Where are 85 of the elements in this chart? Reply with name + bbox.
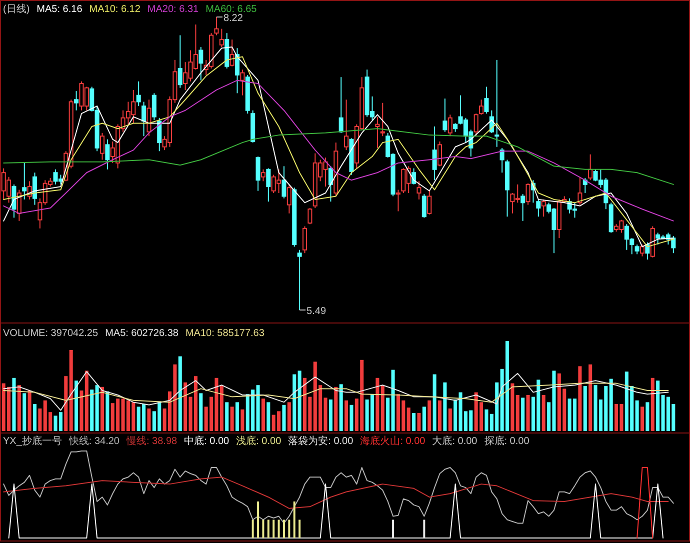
bar (417, 413, 421, 431)
bar (32, 404, 37, 431)
bar (22, 393, 26, 431)
bar (583, 386, 587, 431)
bar (324, 398, 328, 431)
bar (328, 400, 332, 431)
text: 浅底: 0.00 (236, 435, 282, 447)
bar (650, 378, 654, 431)
text: MA60: 6.65 (206, 4, 258, 15)
bar (84, 370, 88, 431)
bar (235, 402, 240, 431)
bar (240, 409, 244, 431)
chart-title: YX_抄底一号 (3, 435, 62, 447)
bar (184, 382, 188, 431)
bar (292, 374, 296, 431)
bar (412, 413, 416, 431)
bar (266, 402, 270, 431)
bar (640, 406, 644, 431)
text: 大底: 0.00 (432, 435, 478, 447)
text: 探底: 0.00 (484, 435, 530, 447)
bar (521, 398, 525, 431)
bar (74, 380, 78, 431)
annotation: 5.49 (306, 306, 326, 317)
bar (350, 404, 354, 431)
bar (609, 378, 613, 431)
bar (38, 408, 42, 431)
bar (90, 390, 94, 431)
text: MA5: 602726.38 (105, 328, 179, 339)
bar (199, 393, 203, 431)
bar (448, 408, 452, 431)
bar (178, 356, 182, 431)
bar (578, 366, 582, 431)
bar (106, 391, 110, 431)
text: 慢线: 38.98 (126, 435, 178, 447)
bar (542, 395, 546, 431)
bar (287, 402, 291, 431)
text: 海底火山: 0.00 (360, 435, 426, 447)
annotation: 8.22 (223, 13, 244, 24)
text: MA10: 6.12 (89, 4, 141, 15)
bar (646, 402, 650, 431)
bar (80, 390, 84, 431)
bar (438, 400, 442, 431)
bar (428, 400, 432, 431)
bar (635, 400, 639, 431)
bar (12, 378, 16, 431)
bar (28, 390, 32, 431)
bar (432, 374, 436, 431)
bar (298, 370, 302, 431)
bar (526, 395, 530, 431)
bar (282, 404, 286, 431)
bar (17, 385, 21, 431)
bar (220, 385, 224, 431)
text: 中底: 0.00 (184, 435, 230, 447)
bar (339, 384, 343, 431)
bar (516, 395, 520, 431)
bar (344, 400, 348, 431)
bar (391, 370, 395, 431)
text: MA5: 6.16 (36, 4, 83, 15)
bar (334, 386, 338, 431)
bar (376, 378, 380, 431)
bar (147, 408, 151, 431)
text: 落袋为安: 0.00 (288, 435, 354, 447)
bar (64, 376, 68, 431)
bar (256, 385, 260, 431)
bar (380, 385, 384, 431)
bar (225, 402, 229, 431)
bar (100, 386, 104, 431)
bar (69, 350, 73, 431)
chart-title: (日线) (3, 3, 30, 15)
bar (386, 398, 390, 431)
bar (443, 382, 447, 431)
text: MA10: 585177.63 (185, 328, 265, 339)
series-label: 快线: 34.20 (68, 435, 120, 447)
bar (656, 380, 660, 431)
bar (406, 408, 410, 431)
bar (454, 400, 458, 431)
bar (422, 406, 426, 431)
bar (510, 383, 514, 431)
bar (230, 406, 234, 431)
text: MA20: 6.31 (147, 4, 200, 15)
bar (588, 364, 592, 431)
bar (484, 409, 488, 431)
bar (95, 385, 99, 431)
bar (261, 398, 265, 431)
chart-title: VOLUME: 397042.25 (3, 328, 98, 339)
